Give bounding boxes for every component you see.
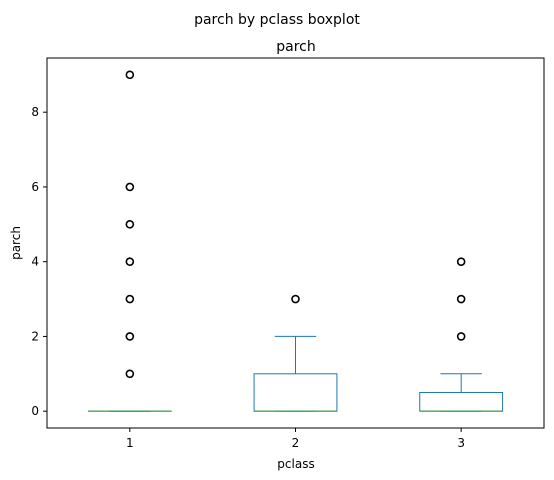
flier-point — [456, 257, 466, 266]
x-tick-label: 2 — [292, 436, 300, 450]
y-tick-label: 8 — [31, 105, 39, 119]
flier-point — [456, 332, 466, 341]
chart-suptitle: parch by pclass boxplot — [194, 12, 360, 28]
box-rect — [419, 391, 504, 412]
box-rect — [253, 373, 338, 412]
flier-point — [125, 182, 135, 192]
y-tick-label: 2 — [31, 329, 39, 343]
plot-area: 0 2 4 6 8 1 2 3 — [31, 70, 504, 450]
x-axis-label: pclass — [277, 457, 314, 471]
y-tick-label: 6 — [31, 180, 39, 194]
flier-point — [291, 294, 300, 304]
chart-title: parch — [276, 39, 315, 55]
flier-point — [125, 220, 135, 229]
flier-point — [125, 257, 135, 266]
flier-point — [125, 332, 135, 341]
flier-point — [456, 294, 466, 304]
y-tick-label: 4 — [31, 255, 39, 269]
x-tick-label: 1 — [126, 436, 134, 450]
flier-point — [125, 70, 135, 80]
y-axis-label: parch — [9, 226, 23, 260]
plot-frame — [46, 57, 545, 429]
y-tick-label: 0 — [31, 404, 39, 418]
x-tick-label: 3 — [457, 436, 465, 450]
flier-point — [125, 369, 135, 379]
flier-point — [125, 294, 135, 304]
